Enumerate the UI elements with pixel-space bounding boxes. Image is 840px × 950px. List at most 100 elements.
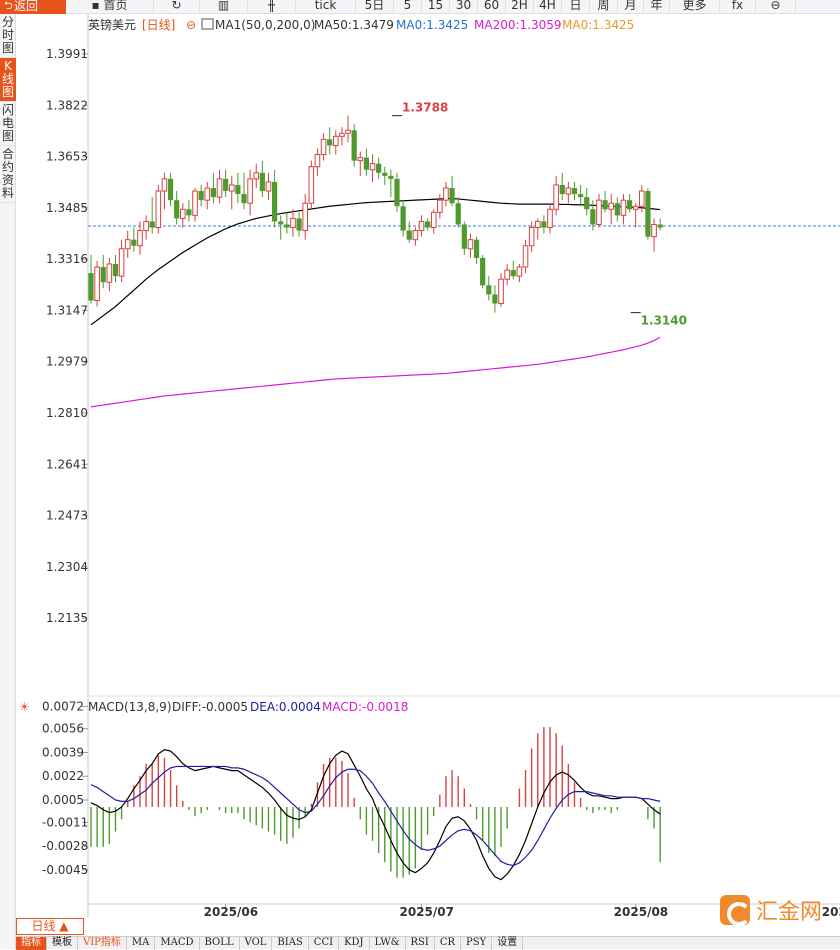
indicator-tab[interactable]: 指标 — [16, 937, 47, 950]
candle-body — [327, 139, 333, 146]
y-tick-label: 1.2641 — [46, 457, 88, 471]
sidebar-item[interactable]: 分时图 — [0, 14, 16, 58]
period-tab[interactable]: 年 — [644, 0, 670, 14]
macd-tick-label: -0.0011 — [42, 815, 88, 829]
candle-body — [131, 239, 137, 246]
sidebar-item[interactable]: K线图 — [0, 58, 16, 102]
candle-body — [651, 223, 657, 238]
candle-body — [547, 208, 553, 229]
macd-dea-line — [90, 765, 661, 867]
sidebar-item[interactable]: 合约资料 — [0, 146, 16, 203]
indicator-tab[interactable]: KDJ — [339, 937, 370, 950]
candle-body — [486, 285, 492, 295]
indicator-bar: 指标 模板 VIP指标 MA MACD BOLL VOL BIAS CCI KDJ LW& RSI CR… — [16, 936, 840, 950]
x-tick-label: 2025/07 — [399, 905, 453, 918]
settings-icon[interactable]: ⊖ — [186, 18, 196, 32]
candle-body — [443, 187, 449, 201]
candle-body — [602, 200, 608, 210]
candle-body — [204, 187, 211, 201]
candle-body — [430, 211, 437, 229]
candle-body — [223, 178, 229, 192]
indicator-tab[interactable]: VIP指标 — [78, 937, 127, 950]
refresh-icon: ↻ — [171, 0, 182, 12]
date-axis: 2025/06 2025/07 2025/08 2025/09 — [88, 903, 840, 918]
candle-body — [437, 199, 443, 213]
candle-body — [210, 188, 216, 198]
candle-body — [559, 184, 565, 195]
period-tab[interactable]: 5日 — [356, 0, 394, 14]
x-tick-label: 2025/06 — [204, 905, 258, 918]
y-tick-label: 1.3485 — [46, 201, 88, 215]
candle-button[interactable]: ╫ — [248, 0, 296, 14]
candle-body — [614, 203, 620, 216]
sidebar-item[interactable]: 闪电图 — [0, 102, 16, 146]
period-label: [日线] — [142, 18, 175, 32]
period-tab[interactable]: 30 — [450, 0, 478, 14]
ma50-path — [90, 198, 661, 326]
indicator-tab[interactable]: MA — [127, 937, 156, 950]
refresh-button[interactable]: ↻ — [154, 0, 200, 14]
candle-body — [394, 178, 400, 207]
y-tick-label: 1.2304 — [46, 560, 88, 574]
period-tab[interactable]: 日 — [562, 0, 590, 14]
indicator-tab[interactable]: 模板 — [47, 937, 78, 950]
candle-body — [528, 227, 535, 247]
candle-body — [149, 221, 155, 228]
candle-body — [639, 190, 645, 207]
candle-body — [534, 220, 541, 229]
macd-diff-value: DIFF:-0.0005 — [172, 700, 248, 714]
candle-body — [192, 190, 198, 216]
indicator-tab[interactable]: VOL — [240, 937, 273, 950]
macd-settings-icon[interactable]: ☀ — [19, 700, 30, 714]
period-tab[interactable]: 60 — [478, 0, 506, 14]
indicator-tab[interactable]: CCI — [309, 937, 340, 950]
watermark-logo: 汇金网 — [720, 890, 838, 930]
watermark-text: 汇金网 — [756, 900, 823, 925]
period-selector[interactable]: 日线 ▲ — [16, 918, 84, 935]
fx-button[interactable]: fx — [720, 0, 756, 14]
candle-body — [541, 221, 547, 228]
indicator-tab[interactable]: RSI — [406, 937, 435, 950]
period-tab[interactable]: 2H — [506, 0, 534, 14]
period-tab[interactable]: 月 — [618, 0, 644, 14]
indicator-tab[interactable]: CR — [435, 937, 462, 950]
zoom-button[interactable]: ⊖ — [756, 0, 796, 14]
candle-body — [290, 217, 296, 229]
candle-body — [376, 163, 382, 173]
bar-chart-button[interactable]: ▥ — [200, 0, 248, 14]
price-axis: 1.3991 1.3822 1.3653 1.3485 1.3316 1.3147 1.29… — [46, 47, 88, 625]
x-tick-label: 2025/09 — [822, 905, 840, 918]
indicator-tab[interactable]: LW& — [370, 937, 406, 950]
indicator-tab[interactable]: BOLL — [200, 937, 240, 950]
ma-toggle-icon[interactable] — [201, 18, 214, 30]
indicator-tab[interactable]: BIAS — [272, 937, 309, 950]
top-toolbar: ⮌ 返回 ▪ 首页 ↻ ▥ ╫ tick 5日 5 15 30 60 2H 4H 日周月年更多 f… — [0, 0, 840, 14]
candle-body — [449, 188, 455, 204]
indicator-tab[interactable]: MACD — [155, 937, 200, 950]
candle-body — [455, 203, 461, 225]
candle-body — [363, 157, 369, 170]
back-button[interactable]: ⮌ 返回 — [0, 0, 66, 14]
home-button[interactable]: ▪ 首页 — [66, 0, 154, 14]
indicator-tab[interactable]: 设置 — [492, 937, 524, 950]
candle-body — [186, 209, 192, 216]
indicator-tab[interactable]: PSY — [461, 937, 493, 950]
candle-body — [473, 239, 480, 258]
period-tab[interactable]: 周 — [590, 0, 618, 14]
period-tabs: tick 5日 5 15 30 60 2H 4H 日周月年更多 — [296, 0, 720, 14]
period-tab[interactable]: 4H — [534, 0, 562, 14]
candle-body — [498, 278, 504, 305]
period-tab[interactable]: 15 — [422, 0, 450, 14]
candle-body — [155, 190, 162, 229]
macd-tick-label: 0.0005 — [42, 793, 84, 807]
candle-body — [467, 239, 474, 250]
y-tick-label: 1.2135 — [46, 611, 88, 625]
chart-area[interactable]: 1.3991 1.3822 1.3653 1.3485 1.3316 1.3147 1.29… — [16, 14, 840, 918]
candle-body — [88, 273, 94, 301]
period-tab[interactable]: 5 — [394, 0, 422, 14]
annotations: 1.3788 1.3140 — [392, 101, 687, 328]
candle-body — [620, 199, 627, 216]
period-tab[interactable]: tick — [296, 0, 356, 14]
candle-body — [333, 135, 339, 146]
period-tab[interactable]: 更多 — [670, 0, 720, 14]
